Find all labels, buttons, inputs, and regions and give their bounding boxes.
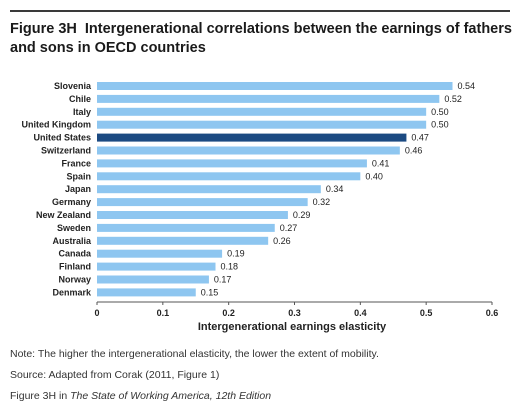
value-label: 0.47 xyxy=(411,133,429,143)
footer-credit-book: The State of Working America, 12th Editi… xyxy=(70,390,272,402)
value-label: 0.41 xyxy=(372,158,390,168)
category-label: New Zealand xyxy=(36,210,91,220)
figure-title-text: Intergenerational correlations between t… xyxy=(10,21,512,56)
value-label: 0.34 xyxy=(326,184,344,194)
x-tick-label: 0.6 xyxy=(486,308,499,318)
x-tick-label: 0.4 xyxy=(354,308,367,318)
value-label: 0.50 xyxy=(431,120,449,130)
value-label: 0.29 xyxy=(293,210,311,220)
category-label: Chile xyxy=(69,94,91,104)
value-label: 0.32 xyxy=(313,197,331,207)
value-label: 0.26 xyxy=(273,236,291,246)
footer-note: Note: The higher the intergenerational e… xyxy=(10,348,379,360)
bar-italy xyxy=(97,107,427,116)
bar-denmark xyxy=(97,288,196,297)
category-label: Switzerland xyxy=(41,146,91,156)
bar-sweden xyxy=(97,223,275,232)
category-label: Norway xyxy=(58,275,91,285)
category-label: Italy xyxy=(73,107,91,117)
category-label: France xyxy=(61,158,91,168)
bar-chile xyxy=(97,94,440,103)
category-label: Japan xyxy=(65,184,91,194)
bar-new-zealand xyxy=(97,211,288,219)
value-label: 0.54 xyxy=(458,81,476,91)
category-label: Denmark xyxy=(52,287,92,297)
x-tick-label: 0.3 xyxy=(288,308,301,318)
footer-credit: Figure 3H in The State of Working Americ… xyxy=(10,390,271,402)
value-label: 0.15 xyxy=(201,287,219,297)
bar-slovenia xyxy=(97,82,453,90)
category-label: Slovenia xyxy=(54,81,92,91)
bar-australia xyxy=(97,236,269,245)
bar-switzerland xyxy=(97,146,400,155)
bar-united-states xyxy=(97,133,407,142)
x-tick-label: 0.2 xyxy=(222,308,235,318)
category-label: Germany xyxy=(52,197,91,207)
footer-credit-prefix: Figure 3H in xyxy=(10,390,71,402)
value-label: 0.50 xyxy=(431,107,449,117)
value-label: 0.27 xyxy=(280,223,298,233)
x-tick-label: 0 xyxy=(94,308,99,318)
figure-label: Figure 3H xyxy=(10,21,77,37)
figure-title: Figure 3H Intergenerational correlations… xyxy=(10,20,515,58)
value-label: 0.40 xyxy=(365,171,383,181)
bar-canada xyxy=(97,249,223,258)
bar-spain xyxy=(97,172,361,181)
footer-source: Source: Adapted from Corak (2011, Figure… xyxy=(10,369,220,381)
category-label: United Kingdom xyxy=(22,120,92,130)
category-label: United States xyxy=(33,133,91,143)
x-tick-label: 0.1 xyxy=(157,308,170,318)
x-axis-title: Intergenerational earnings elasticity xyxy=(198,321,387,333)
category-label: Spain xyxy=(66,171,91,181)
bar-norway xyxy=(97,275,209,284)
bar-france xyxy=(97,159,367,168)
category-label: Finland xyxy=(59,262,91,272)
category-label: Sweden xyxy=(57,223,91,233)
value-label: 0.18 xyxy=(221,262,239,272)
value-label: 0.52 xyxy=(444,94,462,104)
category-label: Canada xyxy=(58,249,92,259)
x-tick-label: 0.5 xyxy=(420,308,433,318)
bar-japan xyxy=(97,185,321,194)
bar-finland xyxy=(97,262,216,271)
bar-germany xyxy=(97,198,308,207)
value-label: 0.19 xyxy=(227,249,245,259)
value-label: 0.46 xyxy=(405,146,423,156)
value-label: 0.17 xyxy=(214,275,232,285)
top-rule xyxy=(10,10,510,12)
category-label: Australia xyxy=(52,236,92,246)
bar-united-kingdom xyxy=(97,120,427,129)
